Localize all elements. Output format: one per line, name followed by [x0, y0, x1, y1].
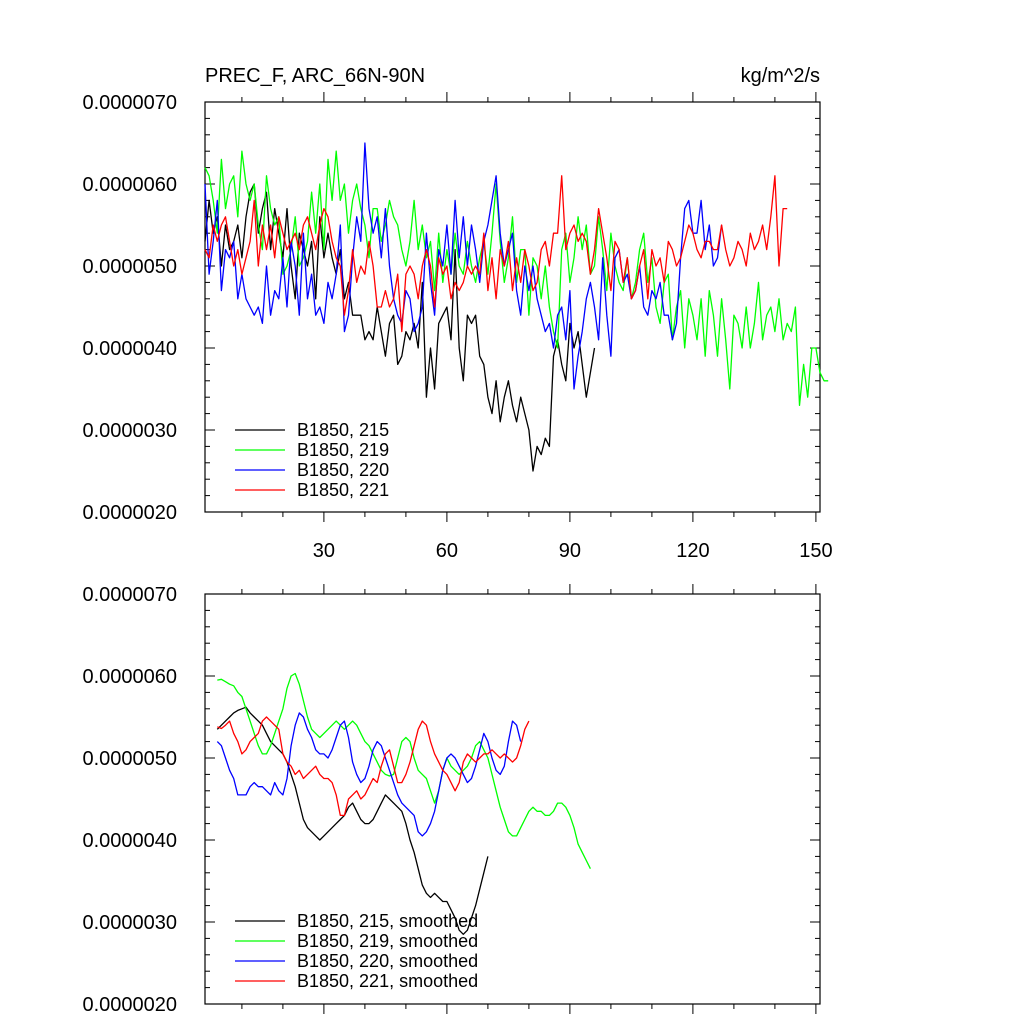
series-line-2: [217, 672, 591, 869]
series-line-4: [217, 716, 530, 817]
legend-label-2: B1850, 219: [297, 440, 389, 460]
series-line-4: [204, 175, 788, 333]
x-tick-label: 120: [676, 540, 709, 562]
y-tick-label: 0.0000060: [82, 174, 177, 196]
y-tick-label: 0.0000020: [82, 994, 177, 1016]
y-tick-label: 0.0000030: [82, 912, 177, 934]
plot-frame: [204, 593, 821, 1005]
figure-title: PREC_F, ARC_66N-90N: [205, 65, 425, 87]
legend-label-1: B1850, 215, smoothed: [297, 911, 478, 931]
x-tick-label: 60: [436, 540, 458, 562]
bottom-panel: 0.0000020 0.0000030 0.0000040 0.0000050 0.00…: [82, 584, 821, 1016]
y-tick-label: 0.0000020: [82, 502, 177, 524]
x-tick-label: 90: [559, 540, 581, 562]
y-tick-label: 0.0000070: [82, 92, 177, 114]
legend-label-3: B1850, 220: [297, 460, 389, 480]
y-tick-label: 0.0000040: [82, 830, 177, 852]
series-line-3: [204, 142, 723, 390]
top-panel: 0.0000020 0.0000030 0.0000040 0.0000050 0.00…: [82, 92, 833, 562]
legend-label-4: B1850, 221: [297, 480, 389, 500]
plot-frame: [204, 101, 821, 513]
y-tick-label: 0.0000070: [82, 584, 177, 606]
y-tick-label: 0.0000050: [82, 256, 177, 278]
series-line-3: [216, 712, 522, 837]
series-line-1: [204, 183, 596, 472]
legend-label-4: B1850, 221, smoothed: [297, 971, 478, 991]
x-tick-label: 150: [799, 540, 832, 562]
legend-label-1: B1850, 215: [297, 420, 389, 440]
y-tick-label: 0.0000050: [82, 748, 177, 770]
series-line-1: [216, 706, 489, 935]
y-tick-label: 0.0000030: [82, 420, 177, 442]
y-tick-label: 0.0000040: [82, 338, 177, 360]
figure-units: kg/m^2/s: [741, 65, 820, 87]
series-line-2: [204, 150, 829, 407]
legend-label-2: B1850, 219, smoothed: [297, 931, 478, 951]
legend-label-3: B1850, 220, smoothed: [297, 951, 478, 971]
y-tick-label: 0.0000060: [82, 666, 177, 688]
x-tick-label: 30: [313, 540, 335, 562]
